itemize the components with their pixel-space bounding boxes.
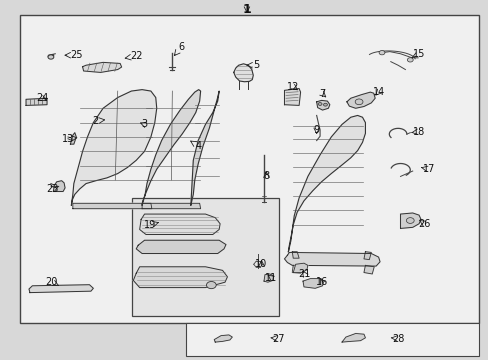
- Polygon shape: [400, 213, 420, 228]
- Text: 17: 17: [422, 164, 434, 174]
- Bar: [185, 323, 478, 356]
- Polygon shape: [284, 252, 379, 266]
- Polygon shape: [316, 100, 329, 110]
- Polygon shape: [29, 285, 93, 293]
- Circle shape: [318, 103, 322, 105]
- Circle shape: [323, 103, 327, 106]
- Polygon shape: [292, 252, 299, 258]
- Text: 5: 5: [253, 60, 259, 70]
- Polygon shape: [142, 90, 200, 205]
- Text: 21: 21: [298, 269, 310, 279]
- Text: 4: 4: [195, 141, 201, 151]
- Polygon shape: [73, 203, 152, 209]
- Polygon shape: [341, 333, 365, 342]
- Polygon shape: [363, 252, 370, 260]
- Text: 13: 13: [62, 134, 74, 144]
- Text: 18: 18: [412, 127, 425, 136]
- Circle shape: [48, 55, 54, 59]
- Text: 1: 1: [242, 3, 251, 16]
- Polygon shape: [70, 133, 76, 144]
- Polygon shape: [363, 265, 373, 274]
- Polygon shape: [190, 91, 219, 205]
- Circle shape: [406, 218, 413, 224]
- Text: 3: 3: [141, 120, 147, 129]
- Polygon shape: [71, 90, 157, 205]
- Text: 28: 28: [391, 333, 404, 343]
- Text: 22: 22: [130, 51, 142, 61]
- Text: 27: 27: [272, 333, 285, 343]
- Polygon shape: [233, 64, 253, 82]
- Polygon shape: [346, 92, 374, 108]
- Polygon shape: [292, 265, 302, 273]
- Polygon shape: [214, 335, 232, 342]
- Circle shape: [407, 58, 412, 62]
- Text: 9: 9: [313, 125, 319, 135]
- Polygon shape: [288, 116, 365, 252]
- Polygon shape: [284, 89, 300, 105]
- Text: 10: 10: [255, 259, 267, 269]
- Text: 14: 14: [372, 87, 384, 97]
- Text: 6: 6: [178, 42, 184, 52]
- Polygon shape: [264, 274, 273, 282]
- Polygon shape: [293, 263, 307, 273]
- Polygon shape: [133, 267, 227, 288]
- Circle shape: [378, 50, 384, 55]
- Polygon shape: [142, 203, 200, 209]
- Polygon shape: [136, 240, 225, 253]
- Text: 8: 8: [263, 171, 269, 181]
- Polygon shape: [53, 181, 65, 192]
- Text: 19: 19: [144, 220, 156, 230]
- Circle shape: [206, 282, 216, 289]
- Text: 25: 25: [70, 50, 82, 60]
- Text: 7: 7: [319, 89, 325, 99]
- Bar: [132, 198, 278, 316]
- Polygon shape: [82, 62, 122, 72]
- Text: 26: 26: [418, 219, 430, 229]
- Circle shape: [354, 99, 362, 105]
- Text: 24: 24: [36, 93, 48, 103]
- Polygon shape: [140, 214, 220, 234]
- Polygon shape: [26, 98, 47, 105]
- Polygon shape: [303, 279, 323, 288]
- Text: 11: 11: [264, 273, 277, 283]
- Text: 2: 2: [92, 116, 99, 126]
- Text: 23: 23: [46, 184, 59, 194]
- Text: 16: 16: [316, 277, 328, 287]
- Text: 12: 12: [286, 82, 299, 92]
- Text: 20: 20: [45, 277, 58, 287]
- Text: 15: 15: [412, 49, 425, 59]
- Bar: [20, 15, 478, 323]
